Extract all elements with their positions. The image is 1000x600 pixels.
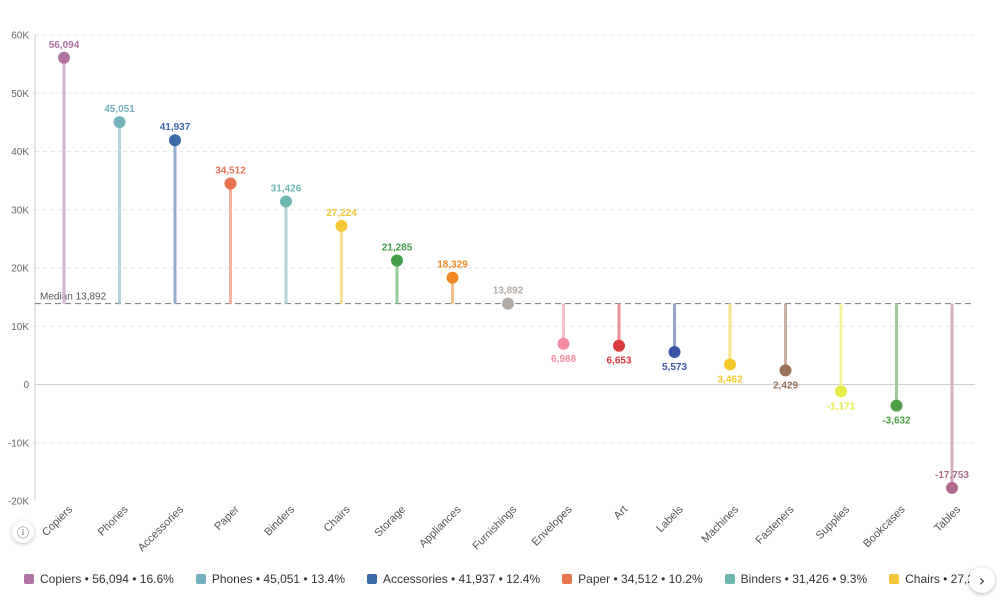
legend-label: Binders • 31,426 • 9.3% <box>740 572 868 586</box>
grid-lines <box>35 34 975 444</box>
dot-phones[interactable] <box>113 116 126 129</box>
median-label: Median 13,892 <box>40 292 107 303</box>
x-tick-label: Paper <box>212 503 241 532</box>
legend-label: Chairs • 27,224 • 8.1% <box>905 572 970 586</box>
value-label: 13,892 <box>493 286 524 297</box>
legend-swatch <box>195 574 206 584</box>
dot-fasteners[interactable] <box>779 364 792 377</box>
x-tick-label: Tables <box>932 503 963 534</box>
value-label: 56,094 <box>49 40 80 51</box>
value-label: -1,171 <box>827 401 856 412</box>
value-label: 41,937 <box>160 122 191 133</box>
legend-swatch <box>889 574 900 584</box>
y-tick-label: 40K <box>11 147 29 158</box>
value-label: 3,462 <box>717 374 742 385</box>
x-axis-labels: Copiers Phones Accessories Paper Binders Chai… <box>40 503 964 554</box>
x-tick-label: Furnishings <box>470 503 519 552</box>
y-tick-label: 0 <box>23 380 29 391</box>
legend-label: Paper • 34,512 • 10.2% <box>578 572 703 586</box>
y-tick-label: 30K <box>11 205 29 216</box>
x-tick-label: Copiers <box>40 503 76 539</box>
y-tick-label: 10K <box>11 322 29 333</box>
y-axis: -20K -10K 0 10K 20K 30K 40K 50K 60K <box>8 31 36 508</box>
dot-labels[interactable] <box>668 346 681 359</box>
x-tick-label: Phones <box>96 503 131 538</box>
dot-accessories[interactable] <box>169 134 181 147</box>
value-label: 2,429 <box>773 380 798 391</box>
dot-storage[interactable] <box>391 254 403 267</box>
y-tick-label: 60K <box>11 31 29 42</box>
legend-label: Accessories • 41,937 • 12.4% <box>383 572 541 586</box>
value-label: 31,426 <box>271 183 302 194</box>
x-tick-label: Machines <box>699 503 741 545</box>
info-button[interactable]: ⓘ <box>12 521 34 543</box>
dot-chairs[interactable] <box>335 219 348 232</box>
x-tick-label: Binders <box>262 503 297 538</box>
legend-item[interactable]: Accessories • 41,937 • 12.4% <box>367 572 540 586</box>
dot-tables[interactable] <box>946 481 958 494</box>
y-tick-label: 20K <box>11 264 29 275</box>
value-label: 6,653 <box>606 356 631 367</box>
value-labels: 56,094 45,051 41,937 34,512 31,426 27,224 21,2… <box>49 40 970 481</box>
legend-item[interactable]: Chairs • 27,224 • 8.1% <box>889 572 970 586</box>
x-tick-label: Fasteners <box>754 503 797 546</box>
dot-binders[interactable] <box>280 195 292 208</box>
legend-item[interactable]: Copiers • 56,094 • 16.6% <box>24 572 174 586</box>
legend-label: Phones • 45,051 • 13.4% <box>211 572 345 586</box>
dot-art[interactable] <box>613 339 625 352</box>
chart-legend: Copiers • 56,094 • 16.6% Phones • 45,051 … <box>24 571 970 591</box>
x-tick-label: Appliances <box>417 503 464 550</box>
chevron-right-icon: › <box>978 570 986 590</box>
value-label: -3,632 <box>882 416 911 427</box>
x-tick-label: Chairs <box>322 503 353 534</box>
dot-paper[interactable] <box>224 177 237 190</box>
legend-swatch <box>24 574 34 584</box>
y-tick-label: -20K <box>8 497 29 508</box>
legend-swatch <box>724 574 735 584</box>
legend-label: Copiers • 56,094 • 16.6% <box>40 572 174 586</box>
dot-machines[interactable] <box>724 358 736 371</box>
x-tick-label: Envelopes <box>530 503 575 548</box>
value-label: 27,224 <box>326 208 357 219</box>
x-tick-label: Supplies <box>814 503 853 542</box>
lollipop-dots[interactable] <box>58 51 958 494</box>
dot-envelopes[interactable] <box>557 337 570 350</box>
value-label: 34,512 <box>215 165 246 176</box>
value-label: -17,753 <box>935 470 969 481</box>
legend-item[interactable]: Paper • 34,512 • 10.2% <box>562 572 703 586</box>
value-label: 5,573 <box>662 362 687 373</box>
y-tick-label: 50K <box>11 89 29 100</box>
value-label: 21,285 <box>382 243 413 254</box>
dot-furnishings[interactable] <box>502 297 514 310</box>
lollipop-chart: -20K -10K 0 10K 20K 30K 40K 50K 60K Median 13,89… <box>8 31 975 554</box>
x-tick-label: Labels <box>654 503 686 535</box>
y-tick-label: -10K <box>8 438 29 449</box>
value-label: 6,988 <box>551 354 576 365</box>
legend-next-button[interactable]: › <box>969 567 995 593</box>
dot-bookcases[interactable] <box>890 399 903 412</box>
legend-swatch <box>562 574 573 584</box>
value-label: 45,051 <box>104 104 135 115</box>
legend-item[interactable]: Phones • 45,051 • 13.4% <box>195 572 345 586</box>
legend-swatch <box>367 574 377 584</box>
x-tick-label: Art <box>612 504 630 522</box>
info-icon: ⓘ <box>16 525 29 540</box>
x-tick-label: Storage <box>372 504 408 540</box>
x-tick-label: Bookcases <box>861 503 908 550</box>
x-tick-label: Accessories <box>136 503 187 554</box>
dot-copiers[interactable] <box>58 51 70 64</box>
lollipop-stems <box>62 57 954 488</box>
dot-appliances[interactable] <box>446 271 459 284</box>
dot-supplies[interactable] <box>835 385 847 398</box>
legend-item[interactable]: Binders • 31,426 • 9.3% <box>724 572 868 586</box>
value-label: 18,329 <box>437 260 468 271</box>
